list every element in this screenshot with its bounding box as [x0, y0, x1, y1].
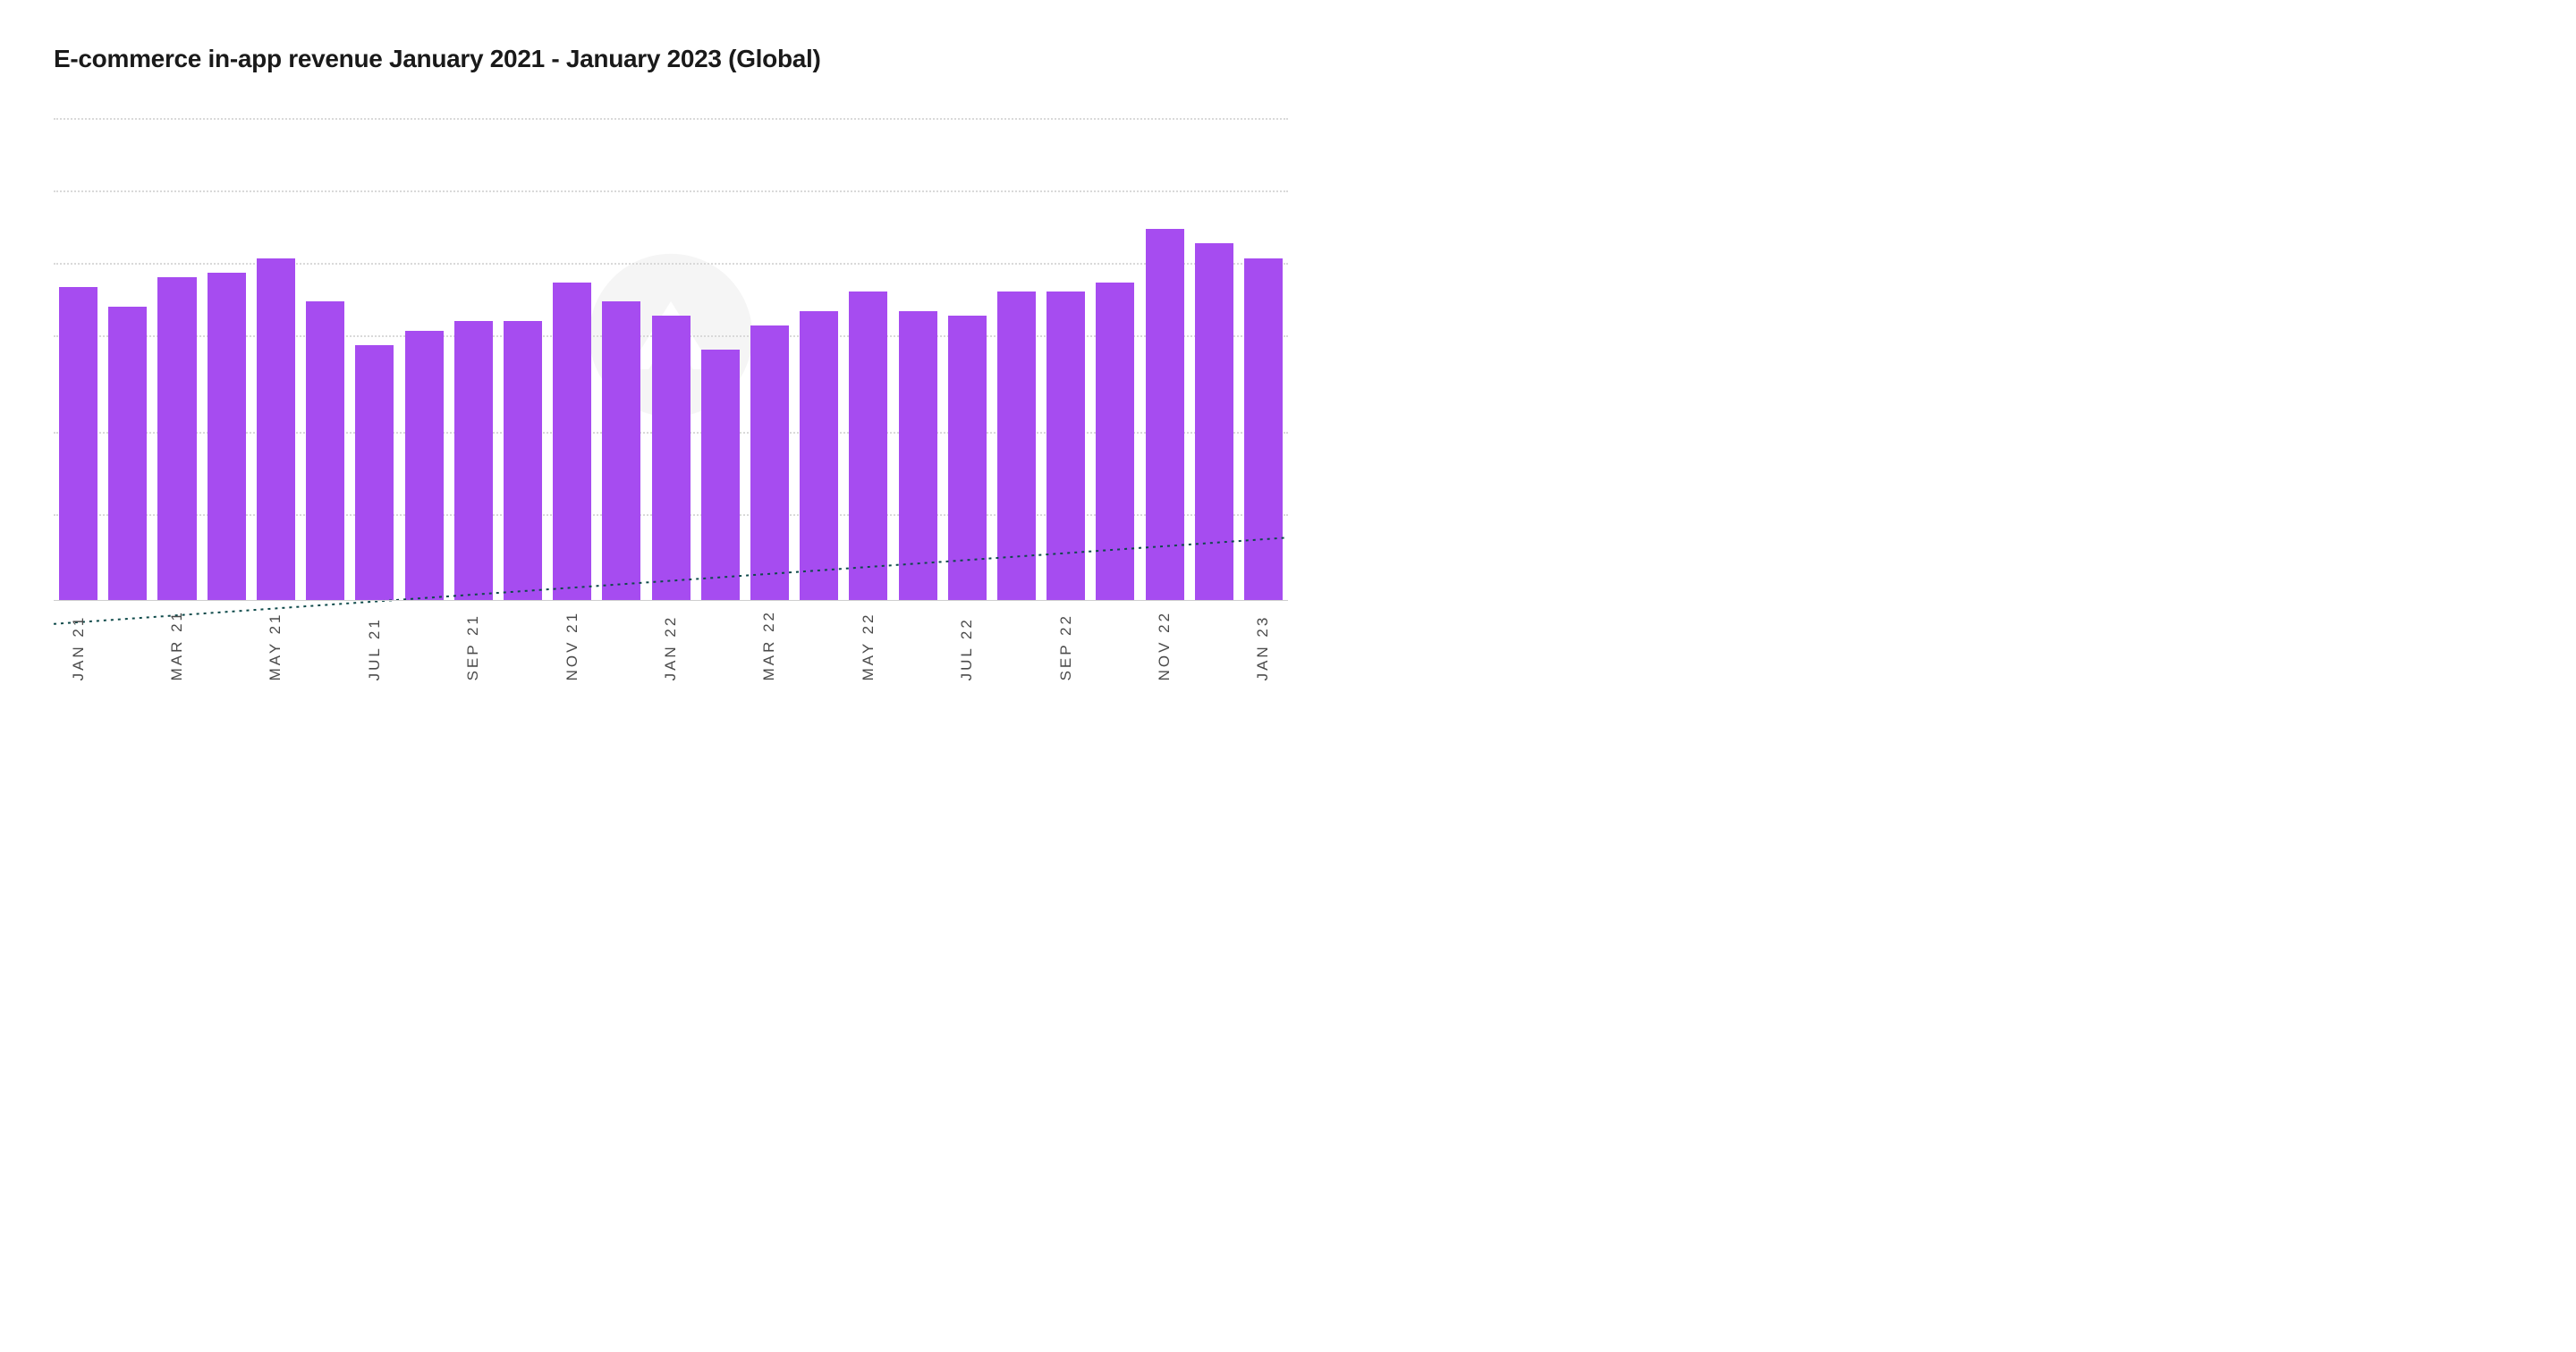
x-label-slot	[992, 610, 1041, 680]
bar	[553, 283, 591, 601]
x-axis-label: JAN 22	[662, 610, 680, 680]
bar-slot	[992, 118, 1041, 601]
bar-slot	[54, 118, 103, 601]
bar	[1046, 292, 1085, 601]
bar	[454, 321, 493, 601]
x-label-slot	[202, 610, 251, 680]
x-axis-label: JAN 23	[1254, 610, 1272, 680]
x-label-slot: JAN 22	[646, 610, 695, 680]
bar-slot	[202, 118, 251, 601]
bar	[800, 311, 838, 601]
x-label-slot: SEP 22	[1041, 610, 1090, 680]
bar-slot	[1190, 118, 1239, 601]
bar-slot	[449, 118, 498, 601]
x-label-slot: JAN 21	[54, 610, 103, 680]
bar	[59, 287, 97, 601]
x-label-slot	[794, 610, 843, 680]
x-label-slot: MAR 21	[152, 610, 201, 680]
bar	[1195, 243, 1233, 601]
x-label-slot	[399, 610, 448, 680]
x-label-slot	[498, 610, 547, 680]
bar	[997, 292, 1036, 601]
bar	[701, 350, 740, 601]
bar-slot	[794, 118, 843, 601]
x-label-slot: NOV 22	[1140, 610, 1189, 680]
bar-slot	[1090, 118, 1140, 601]
bar-slot	[1239, 118, 1288, 601]
bar-slot	[498, 118, 547, 601]
x-axis-label: MAR 21	[168, 610, 186, 680]
bar-slot	[547, 118, 597, 601]
bar-slot	[943, 118, 992, 601]
x-axis-baseline	[54, 600, 1288, 601]
x-label-slot: NOV 21	[547, 610, 597, 680]
bar	[1146, 229, 1184, 601]
x-axis-label: JUL 21	[366, 610, 384, 680]
bar-slot	[103, 118, 152, 601]
x-axis-label: MAY 21	[267, 610, 284, 680]
bar	[750, 325, 789, 601]
x-axis-label: NOV 21	[564, 610, 581, 680]
x-label-slot	[1090, 610, 1140, 680]
x-axis-label: JUL 22	[958, 610, 976, 680]
x-label-slot: JUL 21	[350, 610, 399, 680]
bar-slot	[893, 118, 942, 601]
x-axis-label: SEP 21	[464, 610, 482, 680]
bar	[157, 277, 196, 601]
x-label-slot: JAN 23	[1239, 610, 1288, 680]
x-axis-labels: JAN 21 MAR 21 MAY 21 JUL 21 SEP 21 NOV 21 JAN …	[54, 610, 1288, 680]
bar-slot	[399, 118, 448, 601]
chart-title: E-commerce in-app revenue January 2021 -…	[54, 45, 1288, 73]
x-axis-label: MAR 22	[760, 610, 778, 680]
bar	[504, 321, 542, 601]
bar	[405, 331, 444, 601]
x-label-slot	[597, 610, 646, 680]
bar-slot	[152, 118, 201, 601]
bar-slot	[1041, 118, 1090, 601]
plot-area	[54, 118, 1288, 601]
bar-slot	[646, 118, 695, 601]
bar	[306, 301, 344, 601]
bar-slot	[301, 118, 350, 601]
x-label-slot: MAY 22	[843, 610, 893, 680]
bar	[108, 307, 147, 601]
bar-slot	[843, 118, 893, 601]
bar	[355, 345, 394, 601]
bar	[257, 258, 295, 601]
bar	[208, 273, 246, 601]
x-label-slot	[696, 610, 745, 680]
chart-container: E-commerce in-app revenue January 2021 -…	[0, 0, 1342, 697]
x-axis-label: JAN 21	[70, 610, 88, 680]
bar	[1244, 258, 1283, 601]
bars-group	[54, 118, 1288, 601]
x-label-slot	[1190, 610, 1239, 680]
x-label-slot: SEP 21	[449, 610, 498, 680]
bar	[899, 311, 937, 601]
bar	[652, 316, 691, 601]
x-axis-label: SEP 22	[1057, 610, 1075, 680]
bar-slot	[696, 118, 745, 601]
bar	[1096, 283, 1134, 601]
bar	[948, 316, 987, 601]
x-label-slot	[301, 610, 350, 680]
x-label-slot: MAR 22	[745, 610, 794, 680]
x-label-slot	[103, 610, 152, 680]
bar-slot	[350, 118, 399, 601]
bar-slot	[745, 118, 794, 601]
bar-slot	[251, 118, 301, 601]
bar-slot	[597, 118, 646, 601]
bar	[602, 301, 640, 601]
x-label-slot: JUL 22	[943, 610, 992, 680]
bar	[849, 292, 887, 601]
x-label-slot: MAY 21	[251, 610, 301, 680]
bar-slot	[1140, 118, 1189, 601]
x-label-slot	[893, 610, 942, 680]
x-axis-label: NOV 22	[1156, 610, 1174, 680]
x-axis-label: MAY 22	[860, 610, 877, 680]
